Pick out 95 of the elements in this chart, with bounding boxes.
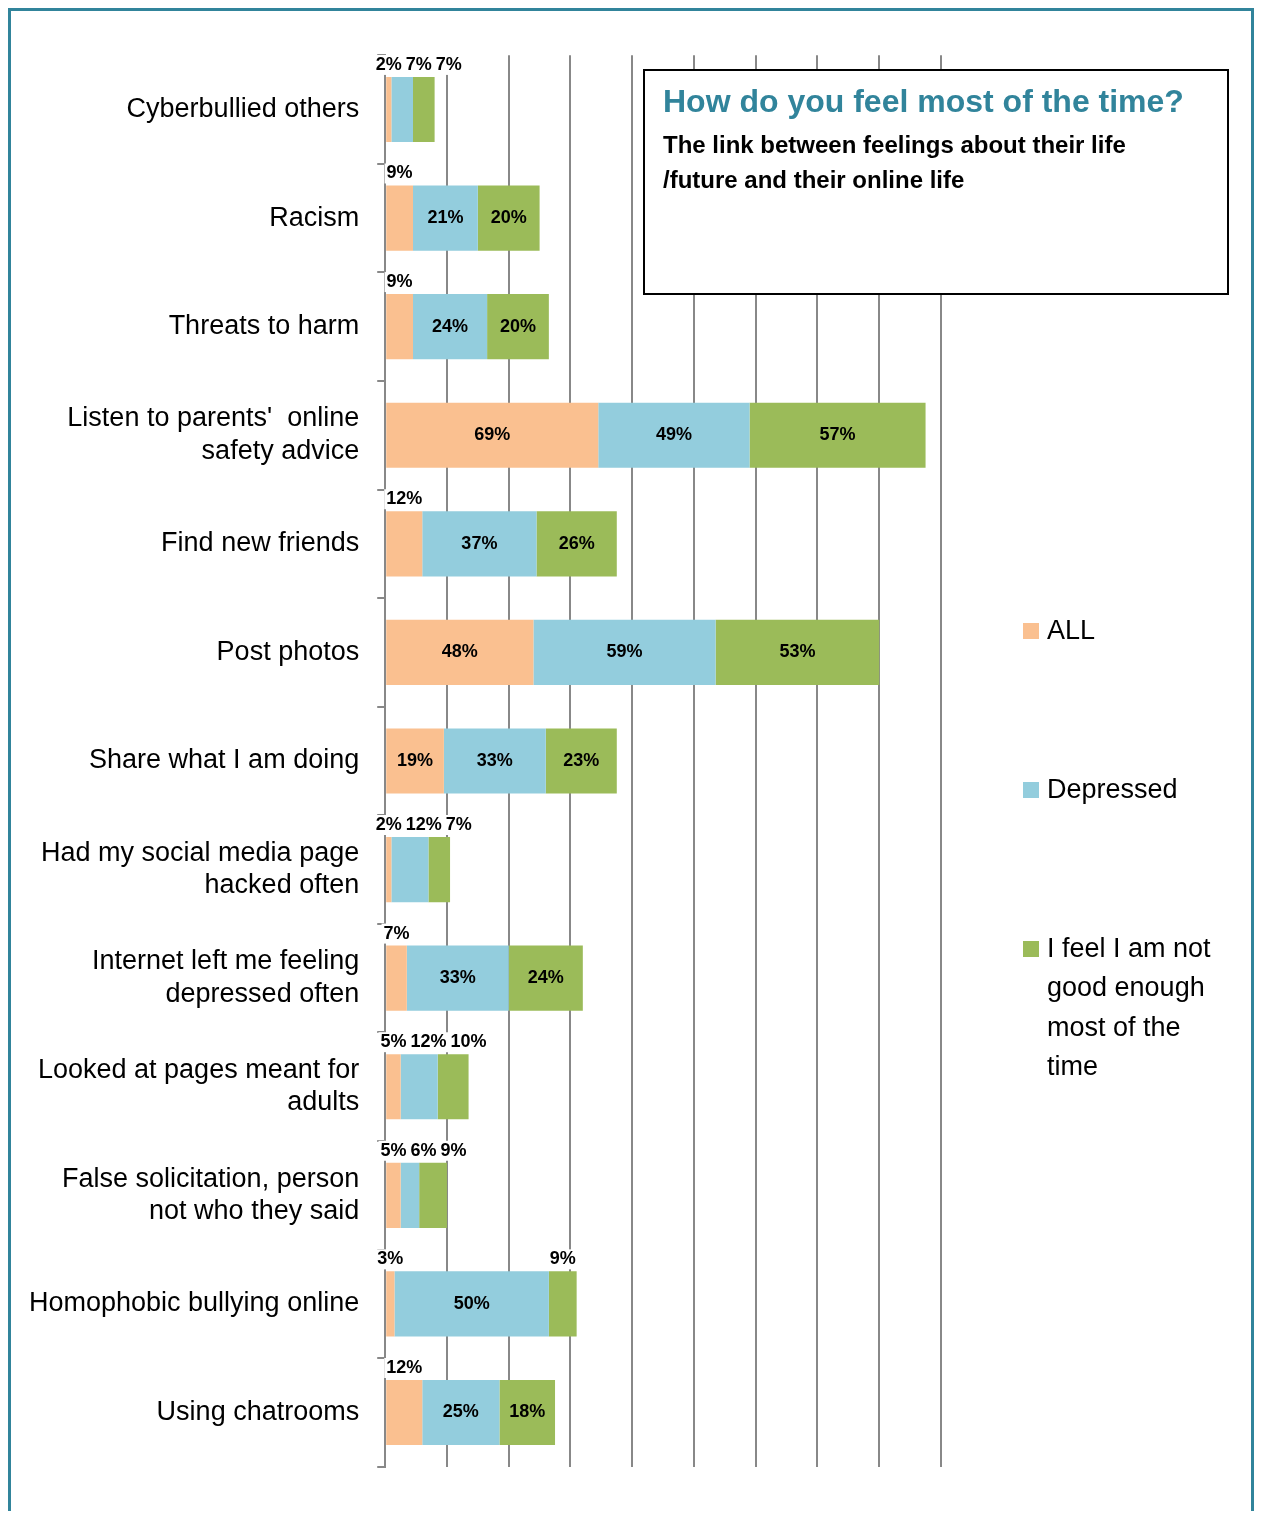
legend-label: Depressed (1047, 773, 1178, 807)
data-label: 3% (377, 1248, 404, 1269)
legend-label: ALL (1047, 614, 1096, 647)
data-label: 12% (405, 813, 442, 834)
data-label: 2% (375, 813, 402, 834)
bar (406, 945, 509, 1011)
data-label: 20% (490, 207, 527, 228)
data-label: 9% (386, 162, 413, 183)
bar (533, 619, 716, 685)
data-label: 12% (410, 1031, 447, 1052)
data-label: 49% (655, 424, 692, 445)
y-tick-label: Listen to parents' online safety advice (67, 402, 360, 465)
bar (386, 294, 413, 360)
bar (400, 1054, 438, 1120)
data-label: 7% (445, 813, 472, 834)
data-label: 48% (441, 641, 478, 662)
data-label: 18% (509, 1401, 546, 1422)
bar (536, 511, 617, 577)
bar (499, 1379, 556, 1446)
data-label: 12% (386, 1356, 423, 1377)
bar (394, 1271, 549, 1337)
text-box: How do you feel most of the time? The link between feelings about their life /future and their online life (643, 69, 1229, 295)
bar (386, 728, 444, 794)
bar (545, 728, 617, 794)
bar (386, 619, 534, 685)
bar (400, 1162, 420, 1228)
y-tick-label: Using chatrooms (156, 1395, 360, 1426)
data-label: 33% (476, 749, 513, 770)
data-label: 19% (397, 749, 434, 770)
bar (428, 837, 451, 903)
bar (386, 1162, 401, 1228)
bar (422, 511, 537, 577)
data-label: 69% (474, 424, 511, 445)
bar (386, 1379, 423, 1446)
data-label: 21% (427, 207, 464, 228)
data-label: 5% (380, 1139, 407, 1160)
bar (386, 402, 599, 468)
y-tick-label: Had my social media page hacked often (41, 836, 360, 900)
data-label: 7% (435, 53, 462, 74)
bar (413, 294, 488, 360)
data-label: 59% (606, 641, 643, 662)
data-label: 50% (453, 1292, 490, 1313)
y-tick-label: Post photos (216, 635, 360, 666)
data-label: 9% (440, 1139, 467, 1160)
data-label: 53% (779, 641, 816, 662)
data-label: 37% (461, 532, 498, 553)
bar (386, 76, 392, 143)
bar (386, 185, 413, 251)
data-label: 57% (819, 424, 856, 445)
bar (386, 511, 423, 577)
data-label: 33% (439, 967, 476, 988)
data-label: 7% (383, 922, 410, 943)
data-label: 24% (527, 967, 564, 988)
y-tick-label: Threats to harm (168, 310, 360, 341)
bar (419, 1162, 447, 1228)
bar (386, 945, 407, 1011)
bar (715, 619, 880, 685)
bar (437, 1054, 469, 1120)
data-label: 26% (558, 532, 595, 553)
data-label: 9% (549, 1248, 576, 1269)
data-label: 12% (386, 488, 423, 509)
bar (749, 402, 926, 468)
data-label: 20% (499, 315, 536, 336)
y-tick-label: Share what I am doing (89, 744, 360, 775)
legend-label: I feel I am not good enough most of the time (1047, 932, 1212, 1083)
y-tick-label: Cyberbullied others (126, 92, 360, 123)
bar (413, 76, 435, 143)
y-tick-label: Find new friends (161, 527, 360, 558)
y-tick-label: Racism (269, 201, 360, 232)
data-label: 7% (405, 53, 432, 74)
y-tick-label: Homophobic bullying online (28, 1287, 360, 1318)
data-label: 6% (410, 1139, 437, 1160)
bar (386, 837, 392, 903)
data-label: 10% (450, 1031, 487, 1052)
data-label: 23% (563, 749, 600, 770)
bar (477, 185, 540, 251)
bar (413, 185, 478, 251)
data-label: 2% (375, 53, 402, 74)
y-tick-label: False solicitation, person not who they said (62, 1162, 360, 1225)
bar (598, 402, 750, 468)
bar (386, 1271, 395, 1337)
bar (443, 728, 546, 794)
data-label: 9% (386, 271, 413, 292)
data-label: 25% (442, 1401, 479, 1422)
y-tick-label: Looked at pages meant for adults (37, 1054, 360, 1117)
bar (548, 1271, 577, 1337)
bar (487, 294, 549, 360)
bar (508, 945, 583, 1011)
y-tick-label: Internet left me feeling depressed often (92, 945, 360, 1008)
bar (386, 1054, 401, 1120)
data-label: 5% (380, 1031, 407, 1052)
bar (391, 76, 413, 143)
data-label: 24% (432, 315, 469, 336)
bar (391, 837, 429, 903)
bar (422, 1379, 500, 1446)
